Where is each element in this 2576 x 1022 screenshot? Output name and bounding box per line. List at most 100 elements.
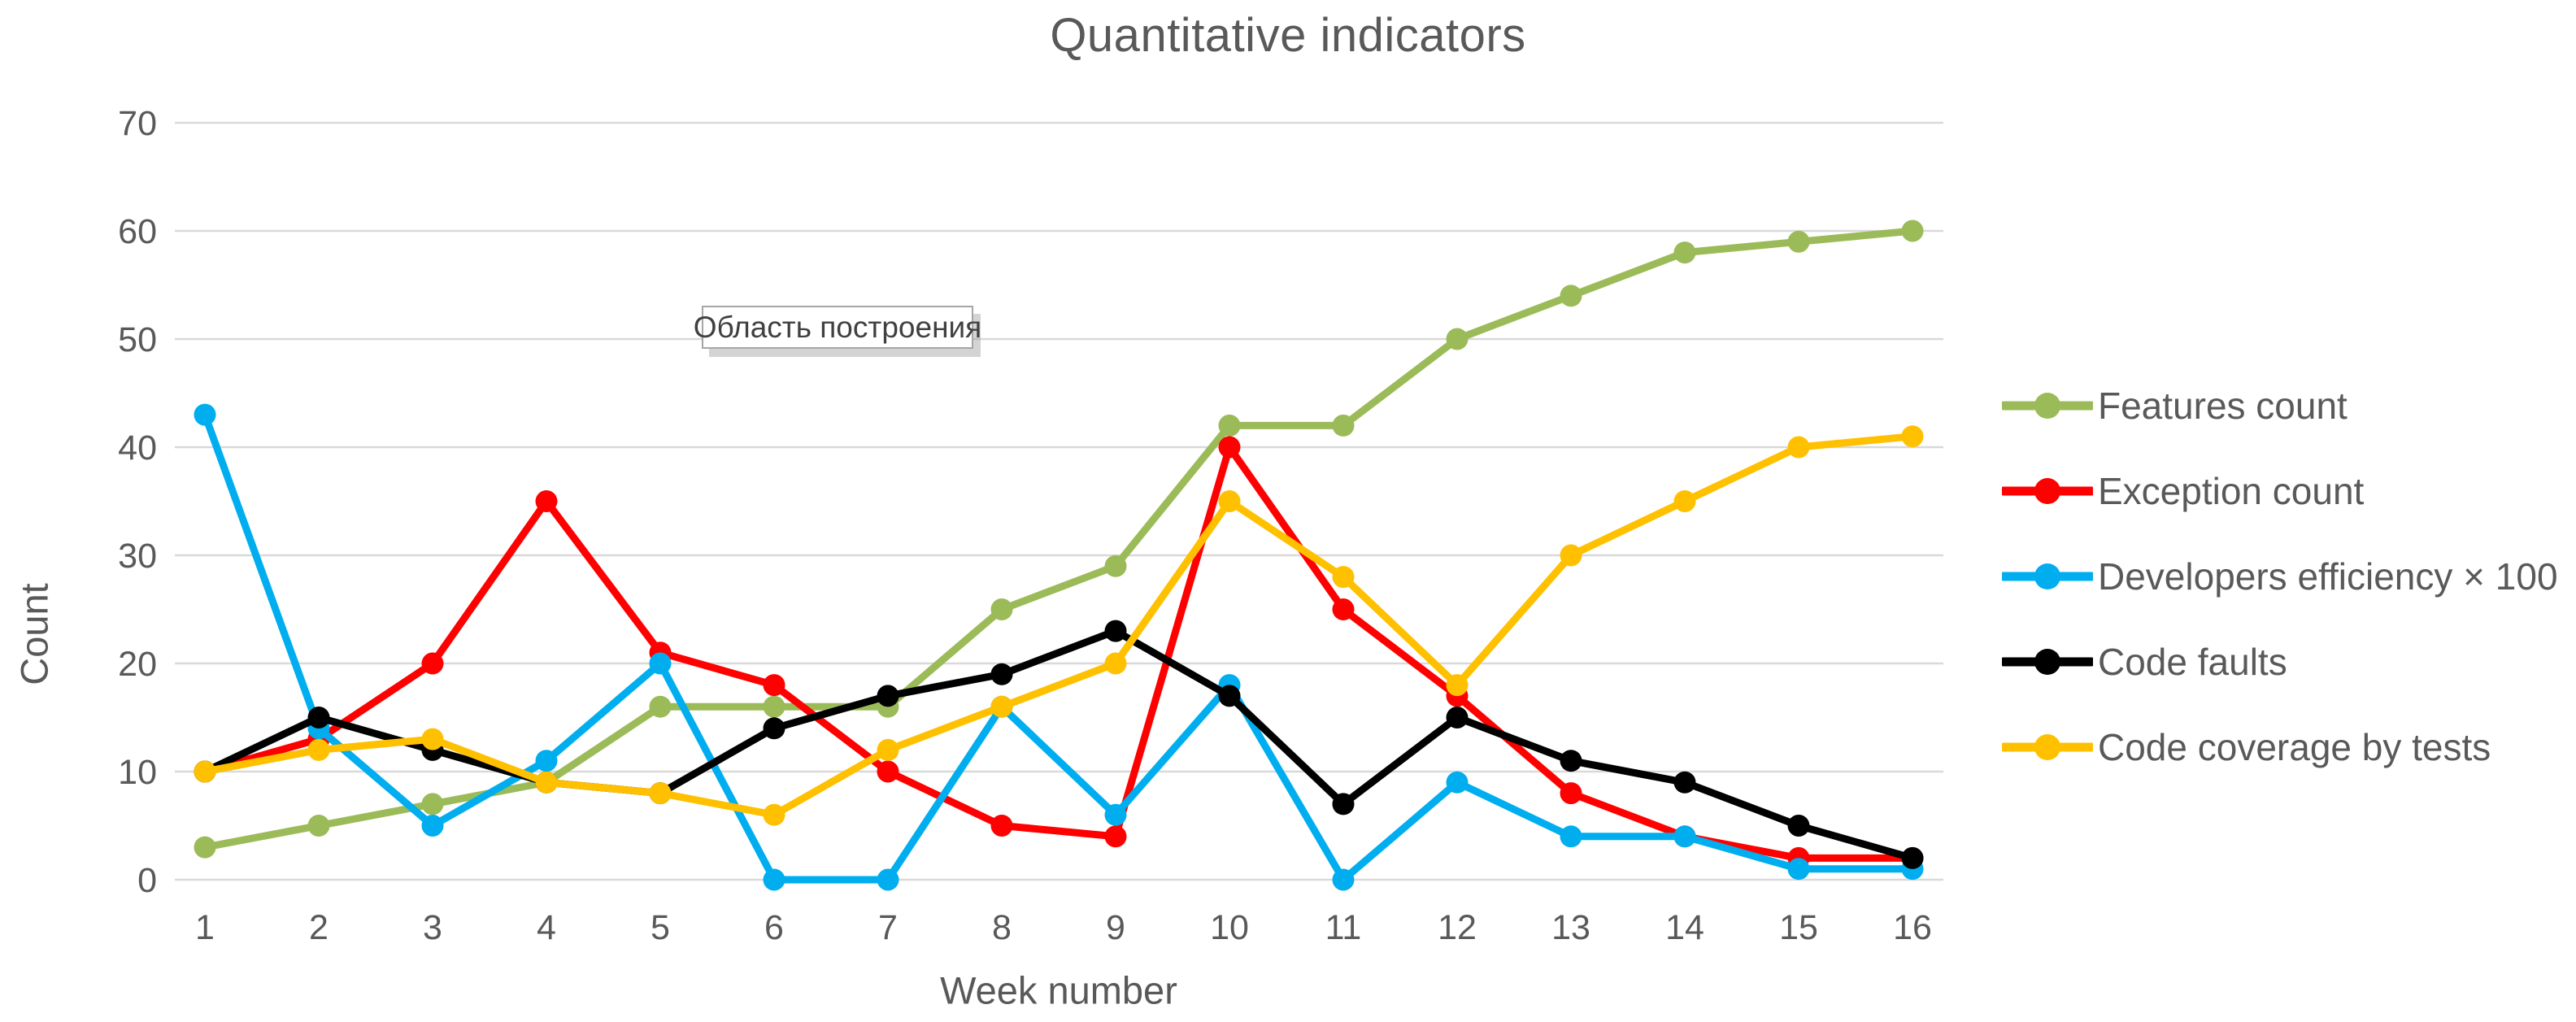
y-tick-label: 10 — [118, 753, 157, 792]
y-axis-title: Count — [12, 583, 56, 685]
data-point-features-count-week-9[interactable] — [1104, 554, 1127, 577]
data-point-code-coverage-by-tests-week-8[interactable] — [990, 695, 1013, 718]
data-point-features-count-week-8[interactable] — [990, 598, 1013, 620]
data-point-code-faults-week-15[interactable] — [1787, 815, 1810, 837]
data-point-code-faults-week-9[interactable] — [1104, 620, 1127, 642]
legend-item-exception-count[interactable]: Exception count — [2002, 470, 2558, 512]
data-point-code-faults-week-7[interactable] — [877, 685, 899, 707]
data-point-code-coverage-by-tests-week-1[interactable] — [194, 760, 216, 783]
data-point-features-count-week-2[interactable] — [307, 815, 330, 837]
y-tick-label: 50 — [118, 320, 157, 359]
x-tick-label: 7 — [878, 908, 898, 947]
x-tick-label: 8 — [992, 908, 1012, 947]
x-tick-label: 9 — [1106, 908, 1125, 947]
data-point-developers-efficiency-100-week-5[interactable] — [649, 652, 672, 675]
legend-label: Developers efficiency × 100 — [2098, 555, 2558, 598]
data-point-exception-count-week-13[interactable] — [1560, 782, 1582, 805]
data-point-code-faults-week-10[interactable] — [1218, 685, 1241, 707]
data-point-developers-efficiency-100-week-12[interactable] — [1446, 771, 1469, 794]
data-point-exception-count-week-11[interactable] — [1332, 598, 1355, 620]
data-point-code-coverage-by-tests-week-10[interactable] — [1218, 490, 1241, 512]
data-point-developers-efficiency-100-week-14[interactable] — [1673, 825, 1696, 848]
data-point-code-faults-week-12[interactable] — [1446, 707, 1469, 728]
series-line-developers-efficiency-100[interactable] — [201, 411, 1917, 884]
data-point-developers-efficiency-100-week-11[interactable] — [1332, 868, 1355, 891]
x-tick-label: 5 — [651, 908, 670, 947]
data-point-code-coverage-by-tests-week-2[interactable] — [307, 738, 330, 761]
data-point-code-faults-week-14[interactable] — [1673, 771, 1696, 794]
data-point-developers-efficiency-100-week-13[interactable] — [1560, 825, 1582, 848]
data-point-exception-count-week-8[interactable] — [990, 815, 1013, 837]
data-point-code-faults-week-13[interactable] — [1560, 750, 1582, 772]
plot-area-tooltip: Область построения — [694, 306, 981, 349]
x-tick-label: 13 — [1551, 908, 1590, 947]
data-point-features-count-week-12[interactable] — [1446, 328, 1469, 350]
x-tick-label: 12 — [1438, 908, 1477, 947]
data-point-code-coverage-by-tests-week-12[interactable] — [1446, 674, 1469, 697]
legend-label: Features count — [2098, 385, 2348, 427]
data-point-exception-count-week-10[interactable] — [1218, 436, 1241, 459]
data-point-features-count-week-1[interactable] — [194, 836, 216, 859]
data-point-code-coverage-by-tests-week-15[interactable] — [1787, 436, 1810, 459]
legend-item-features-count[interactable]: Features count — [2002, 385, 2558, 427]
data-point-features-count-week-5[interactable] — [649, 695, 672, 718]
data-point-developers-efficiency-100-week-4[interactable] — [535, 750, 558, 772]
data-point-features-count-week-15[interactable] — [1787, 230, 1810, 253]
legend-label: Exception count — [2098, 470, 2365, 512]
legend-item-code-coverage-by-tests[interactable]: Code coverage by tests — [2002, 726, 2558, 768]
x-tick-label: 2 — [309, 908, 329, 947]
series-line-code-faults[interactable] — [201, 627, 1917, 862]
legend-label: Code coverage by tests — [2098, 726, 2491, 768]
data-point-code-coverage-by-tests-week-6[interactable] — [763, 803, 785, 826]
legend[interactable]: Features count Exception count Developers … — [2002, 385, 2558, 815]
data-point-code-coverage-by-tests-week-7[interactable] — [877, 738, 899, 761]
data-point-code-coverage-by-tests-week-3[interactable] — [421, 728, 444, 750]
x-tick-label: 15 — [1779, 908, 1818, 947]
data-point-code-faults-week-11[interactable] — [1332, 793, 1355, 815]
data-point-features-count-week-6[interactable] — [763, 695, 785, 718]
data-point-features-count-week-10[interactable] — [1218, 414, 1241, 437]
data-point-code-faults-week-8[interactable] — [990, 663, 1013, 685]
legend-item-code-faults[interactable]: Code faults — [2002, 641, 2558, 683]
data-point-features-count-week-13[interactable] — [1560, 285, 1582, 307]
data-point-exception-count-week-4[interactable] — [535, 490, 558, 512]
data-point-exception-count-week-3[interactable] — [421, 652, 444, 675]
data-point-code-faults-week-2[interactable] — [307, 707, 330, 728]
series-line-exception-count[interactable] — [201, 443, 1917, 862]
legend-marker-icon — [2002, 478, 2093, 504]
data-point-developers-efficiency-100-week-6[interactable] — [763, 868, 785, 891]
data-point-exception-count-week-6[interactable] — [763, 674, 785, 697]
data-point-code-coverage-by-tests-week-5[interactable] — [649, 782, 672, 805]
data-point-code-coverage-by-tests-week-9[interactable] — [1104, 652, 1127, 675]
data-point-features-count-week-3[interactable] — [421, 793, 444, 815]
y-tick-label: 30 — [118, 537, 157, 576]
y-tick-label: 60 — [118, 212, 157, 251]
series-line-code-coverage-by-tests[interactable] — [201, 433, 1917, 819]
legend-item-developers-efficiency-100[interactable]: Developers efficiency × 100 — [2002, 555, 2558, 598]
data-point-code-coverage-by-tests-week-13[interactable] — [1560, 544, 1582, 567]
x-tick-label: 3 — [423, 908, 442, 947]
data-point-developers-efficiency-100-week-3[interactable] — [421, 815, 444, 837]
data-point-exception-count-week-9[interactable] — [1104, 825, 1127, 848]
data-point-features-count-week-11[interactable] — [1332, 414, 1355, 437]
data-point-code-coverage-by-tests-week-11[interactable] — [1332, 566, 1355, 589]
data-point-code-faults-week-16[interactable] — [1901, 846, 1924, 869]
data-point-developers-efficiency-100-week-7[interactable] — [877, 868, 899, 891]
data-point-code-coverage-by-tests-week-4[interactable] — [535, 771, 558, 794]
data-point-code-coverage-by-tests-week-16[interactable] — [1901, 425, 1924, 448]
y-tick-label: 40 — [118, 428, 157, 468]
y-tick-label: 70 — [118, 104, 157, 143]
data-point-developers-efficiency-100-week-9[interactable] — [1104, 803, 1127, 826]
data-point-code-faults-week-6[interactable] — [763, 717, 785, 740]
data-point-exception-count-week-7[interactable] — [877, 760, 899, 783]
data-point-features-count-week-16[interactable] — [1901, 220, 1924, 242]
x-tick-label: 14 — [1665, 908, 1704, 947]
x-tick-label: 16 — [1893, 908, 1932, 947]
x-tick-label: 1 — [195, 908, 215, 947]
data-point-developers-efficiency-100-week-1[interactable] — [194, 403, 216, 426]
data-point-developers-efficiency-100-week-15[interactable] — [1787, 858, 1810, 881]
data-point-code-coverage-by-tests-week-14[interactable] — [1673, 490, 1696, 512]
data-point-features-count-week-14[interactable] — [1673, 241, 1696, 264]
